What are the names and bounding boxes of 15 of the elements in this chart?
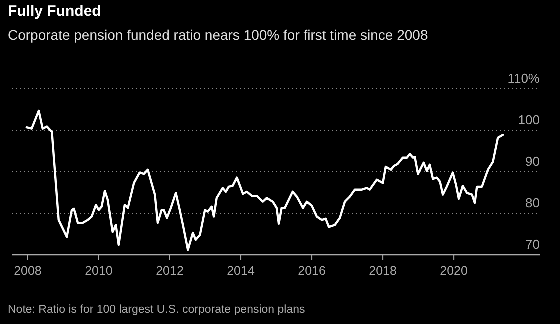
x-tick-label: 2012 [156, 264, 184, 278]
x-tick-label: 2008 [14, 264, 42, 278]
y-tick-label: 100 [518, 112, 540, 128]
y-tick-label: 80 [526, 196, 540, 210]
x-tick-label: 2014 [227, 264, 255, 278]
x-tick-label: 2018 [369, 264, 398, 278]
x-tick-label: 2010 [85, 264, 113, 278]
y-tick-label: 70 [526, 237, 540, 252]
x-tick-label: 2020 [440, 264, 468, 278]
y-tick-label: 90 [526, 154, 540, 169]
chart-subtitle: Corporate pension funded ratio nears 100% for first time since 2008 [8, 27, 428, 43]
x-tick-label: 2016 [298, 264, 326, 278]
chart-title: Fully Funded [8, 3, 102, 20]
y-tick-label: 110% [508, 71, 540, 86]
text: Note: Ratio is for 100 largest U.S. corporate pension plans [8, 304, 306, 316]
